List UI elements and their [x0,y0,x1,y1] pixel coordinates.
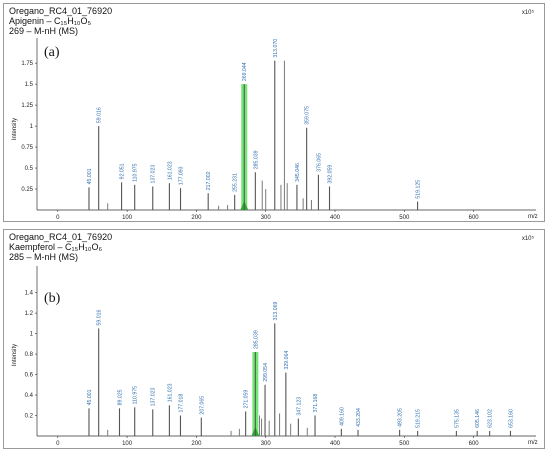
x-tick-label: 0 [56,441,60,447]
peak-label: 161.023 [167,383,173,402]
peak-label: 653.160 [508,409,514,428]
peak-label: 329.064 [284,351,290,370]
header-line-2: Apigenin – C₁₅H₁₀O₅ [9,16,91,26]
spectrum-panel-b: Oregano_RC4_01_76920 Kaempferol – C₁₅H₁₀… [3,229,545,449]
spectrum-panel-a: Oregano_RC4_01_76920 Apigenin – C₁₅H₁₀O₅… [3,3,545,222]
peak-label: 89.025 [117,389,123,405]
peak-label: 519.215 [416,409,422,428]
x-tick-label: 100 [122,441,133,447]
y-tick-label: 1 [30,124,34,130]
y-tick-label: 0.75 [21,145,33,151]
panel-letter: (a) [44,45,60,60]
y-tick-label: 1 [30,332,34,338]
peak-label: 255.231 [233,173,239,192]
header-line-1: Oregano_RC4_01_76920 [9,232,112,242]
peak-label: 177.093 [179,166,185,185]
peak-label: 409.160 [339,407,345,426]
peak-label: 376.065 [316,153,322,172]
y-tick-label: 0.25 [21,187,33,193]
header-line-3: 269 – M-nH (MS) [9,26,78,36]
peak-label: 177.018 [178,394,184,413]
y-tick-label: 0.4 [25,393,34,399]
peak-label: 59.016 [97,107,103,123]
y-tick-label: 1.25 [21,103,33,109]
peak-label: 605.146 [475,409,481,428]
header-line-2: Kaempferol – C₁₅H₁₀O₆ [9,242,102,252]
x-tick-label: 200 [191,215,202,221]
x-tick-label: 600 [469,441,480,447]
y-axis-label: Intensity [12,118,18,140]
peak-label: 313.070 [273,39,279,58]
x-tick-label: 500 [399,441,410,447]
x-tick-label: 400 [330,215,341,221]
peak-label: 285.039 [253,150,259,169]
peak-label: 217.002 [206,171,212,190]
header-line-1: Oregano_RC4_01_76920 [9,6,112,16]
peak-label: 623.102 [488,409,494,428]
mass-spectrum-chart-a: Oregano_RC4_01_76920 Apigenin – C₁₅H₁₀O₅… [9,6,538,221]
peak-label: 345.046 [295,163,301,182]
x-axis-label: m/z [528,440,538,446]
peak-label: 299.054 [263,363,269,382]
peak-label: 110.975 [133,163,139,181]
peak-label: 575.135 [454,409,460,428]
y-tick-label: 1.4 [25,291,34,297]
peak-label: 519.125 [416,180,422,199]
panel-letter: (b) [44,291,61,306]
peak-label: 137.023 [151,165,157,184]
plot-area: 0.2 0.4 0.6 0.8 1 1.2 1.4 0 100 200 300 400 500 600 45… [25,266,536,447]
y-tick-label: 1.2 [25,311,34,317]
y-axis-label: Intensity [12,344,18,366]
peak-label: 110.975 [133,386,139,404]
peak-label: 347.123 [296,397,302,416]
y-tick-label: 0.8 [25,352,34,358]
x-tick-label: 100 [122,215,133,221]
x-tick-label: 600 [469,215,480,221]
x-tick-label: 400 [330,441,341,447]
plot-area: 0.25 0.5 0.75 1 1.25 1.5 1.75 0 100 200 300 400 500 6… [21,38,536,221]
peak-label: 493.205 [398,408,404,427]
peak-label: 359.075 [305,106,311,125]
peak-label: 285.039 [253,330,259,349]
peak-label: 313.069 [273,301,279,320]
y-tick-label: 0.6 [25,373,34,379]
x-tick-label: 500 [399,215,410,221]
peak-label: 45.001 [87,389,93,405]
mass-spectrum-chart-b: Oregano_RC4_01_76920 Kaempferol – C₁₅H₁₀… [9,232,538,447]
header-line-3: 285 – M-nH (MS) [9,252,78,262]
y-tick-label: 0.2 [25,414,34,420]
peak-label: 45.001 [87,168,93,184]
exponent-label: x10⁵ [522,9,535,16]
y-tick-label: 1.5 [25,82,34,88]
x-tick-label: 300 [261,441,272,447]
x-axis-label: m/z [528,214,538,220]
y-tick-label: 1.75 [21,61,33,67]
y-tick-label: 0.5 [25,166,34,172]
peak-label: 371.168 [313,394,319,413]
x-tick-label: 0 [56,215,60,221]
peak-label: 433.204 [356,408,362,427]
x-tick-label: 300 [261,215,272,221]
peak-label: 269.044 [242,62,248,81]
peak-label: 92.051 [120,163,126,179]
peak-label: 161.023 [167,161,173,180]
peak-label: 207.065 [199,396,205,415]
peak-label: 137.023 [151,388,157,407]
x-tick-label: 200 [191,441,202,447]
peak-label: 392.059 [328,165,334,184]
exponent-label: x10⁵ [522,235,535,242]
peak-label: 59.016 [97,309,103,325]
peak-label: 271.059 [244,390,250,409]
